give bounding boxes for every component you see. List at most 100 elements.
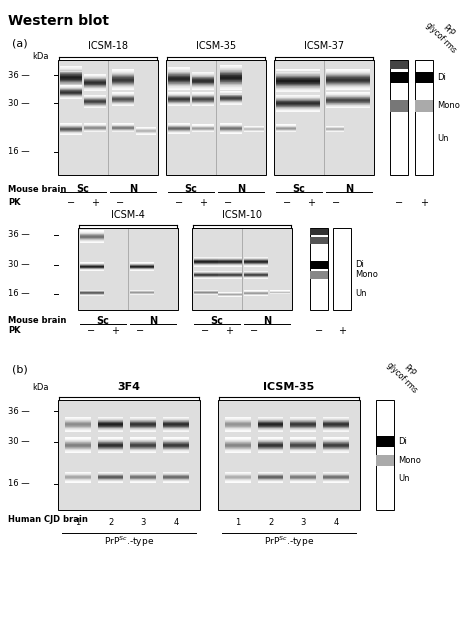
Text: 36 —: 36 — [8,230,30,239]
Text: Mouse brain: Mouse brain [8,316,66,325]
Text: ICSM-35: ICSM-35 [264,382,315,392]
Text: 16 —: 16 — [9,479,30,488]
Text: −: − [250,326,258,336]
Bar [220,87,242,88]
Text: 36 —: 36 — [8,406,30,416]
Bar [58,60,158,175]
Bar [78,228,178,310]
Text: −: − [175,198,183,208]
Bar [220,70,242,71]
Bar [390,61,408,69]
Bar [220,81,242,82]
Bar [390,60,408,175]
Text: 30 —: 30 — [9,260,30,270]
Bar [166,60,266,175]
Text: N: N [149,316,157,326]
Text: Sc: Sc [77,184,90,194]
Text: Mouse brain: Mouse brain [8,185,66,194]
Text: ICSM-4: ICSM-4 [111,210,145,220]
Bar [376,455,394,466]
Text: 16 —: 16 — [9,147,30,157]
Text: ICSM-10: ICSM-10 [222,210,262,220]
Bar [220,76,242,77]
Bar [220,85,242,86]
Bar [166,60,266,175]
Text: −: − [315,326,323,336]
Bar [220,66,242,67]
Text: +: + [111,326,119,336]
Text: −: − [395,198,403,208]
Bar [220,79,242,80]
Text: −: − [116,198,124,208]
Text: PrP
glycof·rms: PrP glycof·rms [424,13,466,55]
Bar [220,80,242,81]
Text: +: + [307,198,315,208]
Bar [220,88,242,89]
Bar [220,65,242,66]
Text: Sc: Sc [210,316,223,326]
Text: 2: 2 [108,518,113,527]
Text: 1: 1 [75,518,81,527]
Bar [220,75,242,76]
Bar [310,228,328,310]
Text: +: + [91,198,99,208]
Bar [220,84,242,85]
Bar [415,60,433,175]
Text: N: N [345,184,353,194]
Text: −: − [201,326,209,336]
Text: −: − [224,198,232,208]
Text: Sc: Sc [97,316,109,326]
Text: N: N [237,184,245,194]
Text: Mono: Mono [355,270,378,280]
Text: −: − [67,198,75,208]
Bar [220,69,242,70]
Text: +: + [199,198,207,208]
Bar [192,228,292,310]
Bar [390,72,408,83]
Bar [78,228,178,310]
Text: 3: 3 [301,518,306,527]
Text: PK: PK [8,198,20,207]
Text: Mono: Mono [437,102,460,110]
Bar [220,67,242,68]
Bar [58,400,200,510]
Bar [220,71,242,72]
Text: 36 —: 36 — [8,71,30,79]
Text: Western blot: Western blot [8,14,109,28]
Text: −: − [87,326,95,336]
Text: PrP$^{Sc}$.-type: PrP$^{Sc}$.-type [104,535,154,549]
Bar [220,86,242,87]
Bar [274,60,374,175]
Bar [310,271,328,279]
Bar [415,72,433,83]
Text: +: + [420,198,428,208]
Bar [192,228,292,310]
Text: +: + [338,326,346,336]
Text: 2: 2 [268,518,273,527]
Bar [220,68,242,69]
Text: kDa: kDa [32,52,48,61]
Bar [220,78,242,79]
Text: ICSM-35: ICSM-35 [196,41,236,51]
Text: Sc: Sc [292,184,305,194]
Text: Di: Di [398,437,407,446]
Text: −: − [136,326,144,336]
Text: Mono: Mono [398,456,421,465]
Bar [220,83,242,84]
Bar [274,60,374,175]
Bar [58,60,158,175]
Text: −: − [332,198,340,208]
Text: +: + [225,326,233,336]
Bar [415,100,433,112]
Text: 3F4: 3F4 [118,382,140,392]
Bar [333,228,351,310]
Text: Di: Di [437,73,446,82]
Text: Un: Un [398,474,410,482]
Text: PK: PK [8,326,20,335]
Bar [376,436,394,447]
Bar [58,400,200,510]
Text: 1: 1 [235,518,240,527]
Text: 4: 4 [173,518,179,527]
Text: 16 —: 16 — [9,289,30,298]
Bar [218,400,360,510]
